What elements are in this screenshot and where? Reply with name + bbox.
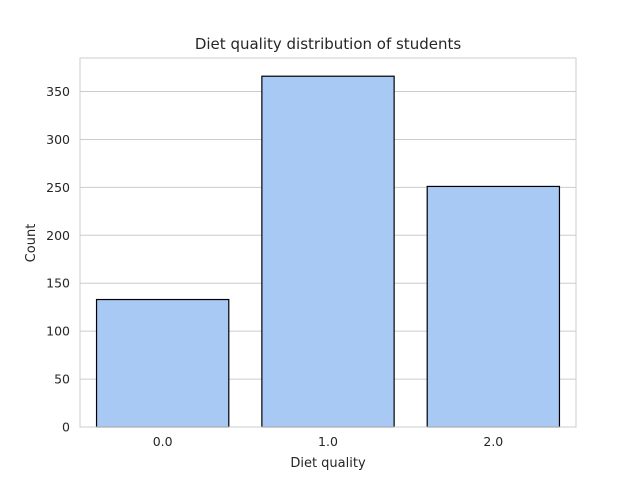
y-tick-label: 250	[46, 180, 70, 195]
y-tick-label: 0	[62, 420, 70, 435]
x-tick-label: 0.0	[153, 434, 173, 449]
y-tick-label: 350	[46, 84, 70, 99]
y-tick-label: 50	[54, 372, 70, 387]
plot-frame	[79, 57, 577, 428]
y-tick-label: 100	[46, 324, 70, 339]
bar-layer	[95, 75, 561, 428]
bar-0.0	[95, 298, 230, 428]
x-tick-label: 2.0	[483, 434, 503, 449]
y-tick-label: 150	[46, 276, 70, 291]
y-tick-label: 200	[46, 228, 70, 243]
x-tick-label: 1.0	[318, 434, 338, 449]
x-tick-labels: 0.0 1.0 2.0	[153, 434, 504, 449]
bar-1.0	[261, 75, 395, 428]
chart-title: Diet quality distribution of students	[195, 35, 461, 53]
y-axis-label: Count	[24, 224, 39, 263]
y-tick-labels: 0 50 100 150 200 250 300 350	[46, 84, 70, 434]
y-tick-label: 300	[46, 132, 70, 147]
x-axis-label: Diet quality	[290, 456, 366, 471]
bar-2.0	[426, 185, 561, 428]
